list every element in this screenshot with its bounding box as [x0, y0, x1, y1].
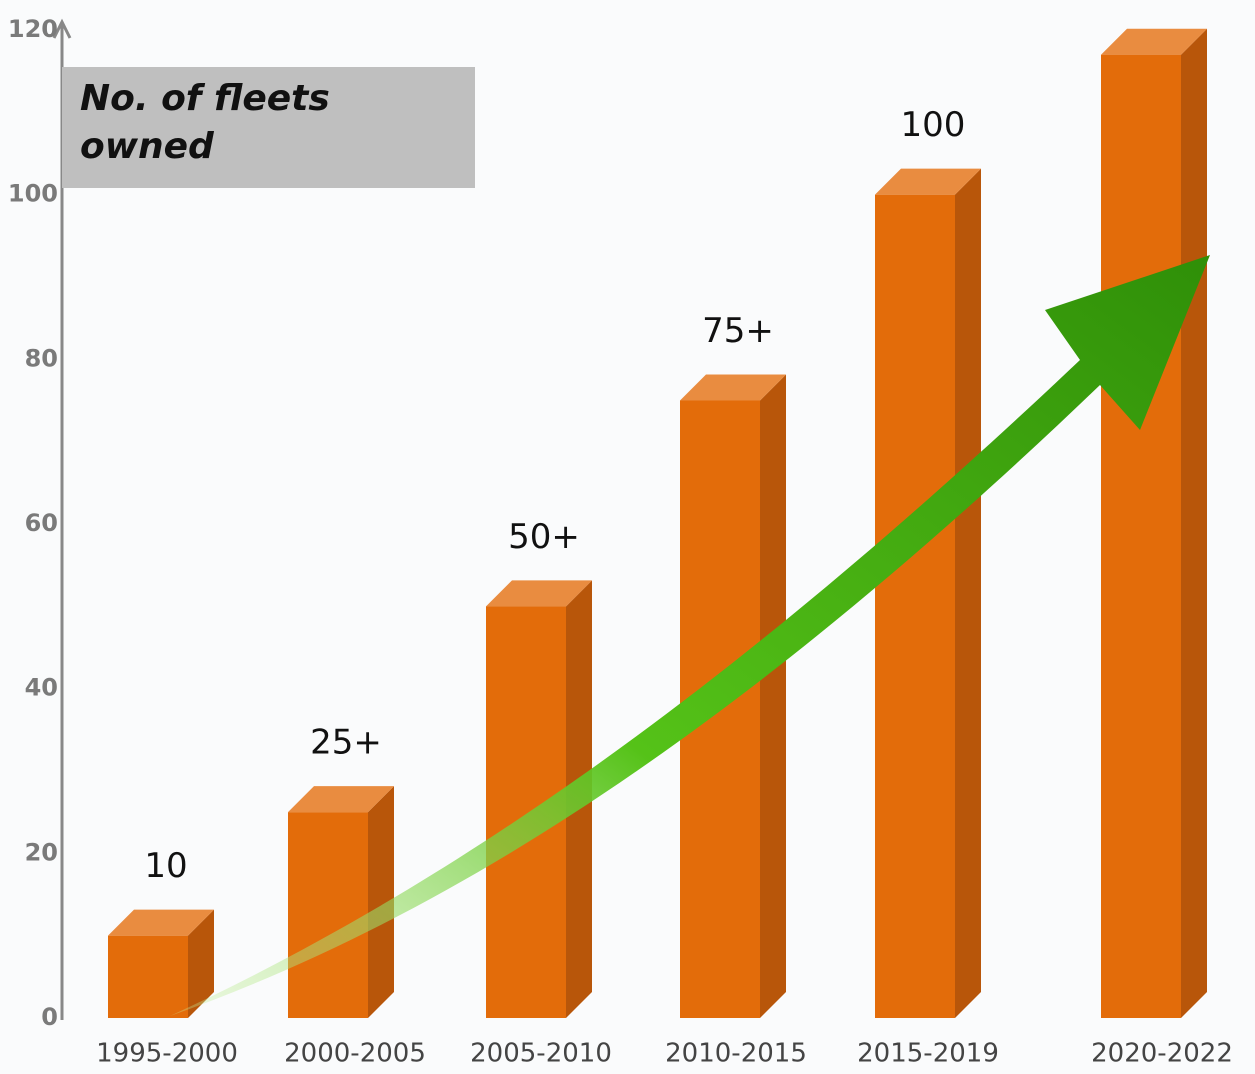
growth-arrow — [170, 255, 1210, 1016]
x-tick-label: 2015-2019 — [857, 1039, 999, 1069]
y-tick-label: 60 — [25, 509, 58, 537]
data-label: 10 — [144, 846, 187, 886]
data-label: 50+ — [508, 517, 580, 557]
data-label: 25+ — [310, 723, 382, 763]
data-label: 117 — [1127, 0, 1192, 5]
x-tick-label: 2010-2015 — [665, 1039, 807, 1069]
bar — [1101, 54, 1181, 1018]
bar-side — [368, 786, 394, 1018]
title-wrap: No. of fleets owned — [80, 78, 330, 167]
bar-top — [288, 786, 394, 813]
y-tick-label: 120 — [8, 15, 58, 43]
chart-title: No. of fleets owned — [80, 78, 330, 167]
y-tick-label: 20 — [25, 838, 58, 866]
y-tick-label: 40 — [25, 674, 58, 702]
bar-top — [1101, 28, 1207, 55]
x-tick-label: 2020-2022 — [1091, 1039, 1233, 1069]
data-label: 75+ — [702, 311, 774, 351]
bar-side — [955, 168, 981, 1018]
x-tick-label: 2005-2010 — [470, 1039, 612, 1069]
data-label: 100 — [901, 105, 966, 145]
bar — [875, 194, 955, 1018]
bar-top — [680, 374, 786, 401]
axis-arrowhead — [52, 18, 72, 39]
bar-top — [108, 909, 214, 936]
y-tick-label: 80 — [25, 344, 58, 372]
bar-side — [188, 909, 214, 1018]
title-box — [62, 67, 475, 188]
bar — [288, 812, 368, 1018]
bar-top — [875, 168, 981, 195]
x-tick-label: 1995-2000 — [96, 1039, 238, 1069]
y-tick-label: 100 — [8, 180, 58, 208]
bar-side — [1181, 28, 1207, 1018]
bar — [108, 935, 188, 1018]
bar-side — [760, 374, 786, 1018]
x-tick-label: 2000-2005 — [284, 1039, 426, 1069]
bar-top — [486, 580, 592, 607]
y-tick-label: 0 — [41, 1003, 58, 1031]
